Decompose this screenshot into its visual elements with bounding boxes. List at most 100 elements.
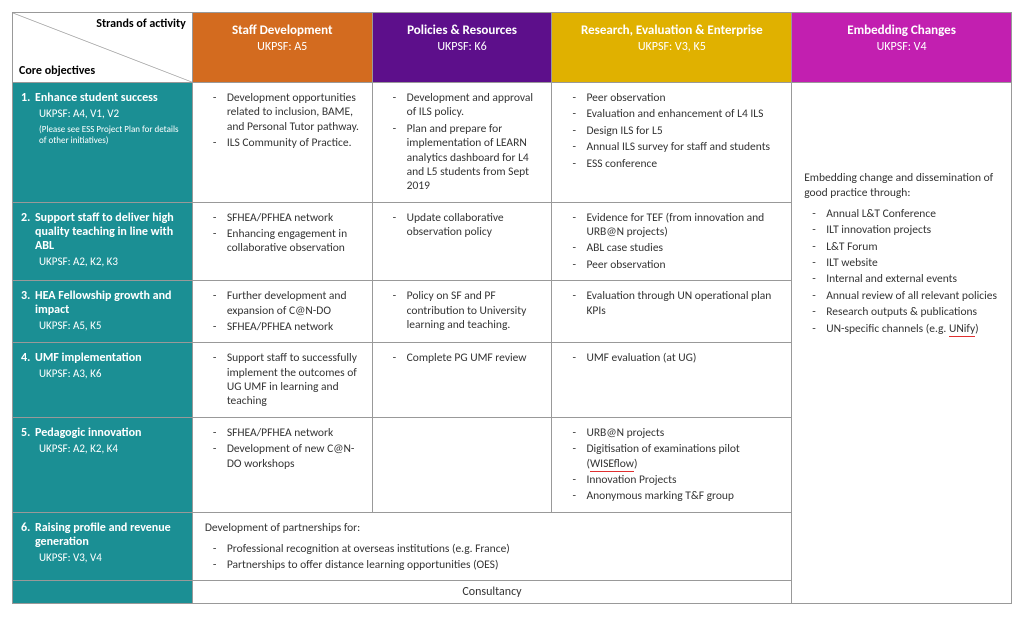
column-title: Staff Development: [232, 23, 333, 38]
list-item: SFHEA/PFHEA network: [217, 426, 364, 440]
list-item: Innovation Projects: [576, 473, 783, 487]
row-header-6: 6.Raising profile and revenue generation…: [13, 512, 193, 581]
row-header-1: 1.Enhance student success UKPSF: A4, V1, …: [13, 83, 193, 203]
list-item: ILS Community of Practice.: [217, 136, 364, 150]
policies-list: Complete PG UMF review: [381, 351, 544, 365]
staff-list: SFHEA/PFHEA network Enhancing engagement …: [201, 211, 364, 256]
row-title: Support staff to deliver high quality te…: [35, 211, 180, 253]
research-cell: UMF evaluation (at UG): [552, 343, 792, 418]
list-item: Anonymous marking T&F group: [576, 489, 783, 503]
list-item: ABL case studies: [576, 241, 783, 255]
strands-label: Strands of activity: [96, 17, 186, 31]
policies-cell: Complete PG UMF review: [372, 343, 552, 418]
research-list: Peer observation Evaluation and enhanceme…: [560, 91, 783, 171]
row-ukpsf: UKPSF: V3, V4: [39, 551, 184, 564]
list-item: SFHEA/PFHEA network: [217, 211, 364, 225]
list-item: Evaluation and enhancement of L4 ILS: [576, 107, 783, 121]
list-item: UN-specific channels (e.g. UNify): [816, 322, 1003, 336]
list-item: Professional recognition at overseas ins…: [217, 542, 783, 556]
list-item: L&T Forum: [816, 240, 1003, 254]
policies-cell: Development and approval of ILS policy.P…: [372, 83, 552, 203]
research-list: Evaluation through UN operational plan K…: [560, 289, 783, 318]
list-item: Research outputs & publications: [816, 305, 1003, 319]
row-note: (Please see ESS Project Plan for details…: [39, 124, 184, 146]
list-item: Design ILS for L5: [576, 124, 783, 138]
list-item: Digitisation of examinations pilot (WISE…: [576, 442, 783, 471]
research-cell: Evidence for TEF (from innovation and UR…: [552, 202, 792, 281]
row-number: 4.: [21, 351, 35, 365]
row-number: 1.: [21, 91, 35, 105]
row-title: HEA Fellowship growth and impact: [35, 289, 180, 317]
column-subtitle: UKPSF: K6: [379, 40, 546, 54]
column-title: Embedding Changes: [847, 23, 956, 38]
staff-dev-cell: Further development and expansion of C@N…: [192, 281, 372, 343]
list-item: Support staff to successfully implement …: [217, 351, 364, 409]
staff-list: SFHEA/PFHEA network Development of new C@…: [201, 426, 364, 471]
list-item: Peer observation: [576, 91, 783, 105]
column-title: Research, Evaluation & Enterprise: [581, 23, 763, 38]
embedding-cell: Embedding change and dissemination of go…: [792, 83, 1012, 604]
research-list: URB@N projects Digitisation of examinatio…: [560, 426, 783, 504]
row-ukpsf: UKPSF: A5, K5: [39, 319, 184, 332]
policies-cell: Policy on SF and PF contribution to Univ…: [372, 281, 552, 343]
list-item: Further development and expansion of C@N…: [217, 289, 364, 318]
policies-cell: Update collaborative observation policy: [372, 202, 552, 281]
list-item: Enhancing engagement in collaborative ob…: [217, 227, 364, 256]
staff-dev-cell: Support staff to successfully implement …: [192, 343, 372, 418]
list-item: URB@N projects: [576, 426, 783, 440]
staff-list: Development opportunities related to inc…: [201, 91, 364, 151]
embedding-list: Annual L&T ConferenceILT innovation proj…: [800, 207, 1003, 336]
column-subtitle: UKPSF: V4: [798, 40, 1005, 54]
row-number: 3.: [21, 289, 35, 303]
row-title: UMF implementation: [35, 351, 180, 365]
row-header-5: 5.Pedagogic innovation UKPSF: A2, K2, K4: [13, 417, 193, 512]
staff-list: Further development and expansion of C@N…: [201, 289, 364, 334]
core-objectives-label: Core objectives: [19, 64, 95, 78]
column-subtitle: UKPSF: A5: [199, 40, 366, 54]
column-subtitle: UKPSF: V3, K5: [558, 40, 785, 54]
list-item: ILT innovation projects: [816, 223, 1003, 237]
list-item: ESS conference: [576, 157, 783, 171]
redline-text: WISEflow: [590, 457, 634, 472]
consultancy-cell: Consultancy: [192, 581, 791, 604]
row-ukpsf: UKPSF: A3, K6: [39, 367, 184, 380]
row-title: Enhance student success: [35, 91, 180, 105]
partnerships-cell: Development of partnerships for:Professi…: [192, 512, 791, 581]
strategy-matrix-table: Strands of activity Core objectives Staf…: [12, 12, 1012, 604]
list-item: Annual ILS survey for staff and students: [576, 140, 783, 154]
consultancy-rowheader-empty: [13, 581, 193, 604]
row-header-3: 3.HEA Fellowship growth and impact UKPSF:…: [13, 281, 193, 343]
list-item: SFHEA/PFHEA network: [217, 320, 364, 334]
column-header-1: Policies & Resources UKPSF: K6: [372, 13, 552, 83]
row-ukpsf: UKPSF: A2, K2, K4: [39, 442, 184, 455]
research-list: Evidence for TEF (from innovation and UR…: [560, 211, 783, 273]
row-header-2: 2.Support staff to deliver high quality …: [13, 202, 193, 281]
research-list: UMF evaluation (at UG): [560, 351, 783, 365]
corner-header: Strands of activity Core objectives: [13, 13, 193, 83]
row-ukpsf: UKPSF: A4, V1, V2: [39, 107, 184, 120]
list-item: Complete PG UMF review: [397, 351, 544, 365]
list-item: Development and approval of ILS policy.: [397, 91, 544, 120]
row-title: Pedagogic innovation: [35, 426, 180, 440]
column-title: Policies & Resources: [407, 23, 517, 38]
list-item: Plan and prepare for implementation of L…: [397, 122, 544, 194]
staff-dev-cell: SFHEA/PFHEA network Development of new C@…: [192, 417, 372, 512]
list-item: ILT website: [816, 256, 1003, 270]
redline-text: UNify: [949, 322, 975, 337]
row-number: 5.: [21, 426, 35, 440]
research-cell: Evaluation through UN operational plan K…: [552, 281, 792, 343]
embedding-intro: Embedding change and dissemination of go…: [804, 171, 1003, 201]
list-item: Annual review of all relevant policies: [816, 289, 1003, 303]
policies-list: Development and approval of ILS policy.P…: [381, 91, 544, 194]
column-header-3: Embedding Changes UKPSF: V4: [792, 13, 1012, 83]
row-title: Raising profile and revenue generation: [35, 521, 180, 549]
policies-list: Update collaborative observation policy: [381, 211, 544, 240]
staff-list: Support staff to successfully implement …: [201, 351, 364, 409]
table-row: 1.Enhance student success UKPSF: A4, V1, …: [13, 83, 1012, 203]
list-item: Development of new C@N-DO workshops: [217, 442, 364, 471]
list-item: Partnerships to offer distance learning …: [217, 558, 783, 572]
list-item: Evidence for TEF (from innovation and UR…: [576, 211, 783, 240]
list-item: UMF evaluation (at UG): [576, 351, 783, 365]
staff-dev-cell: SFHEA/PFHEA network Enhancing engagement …: [192, 202, 372, 281]
list-item: Peer observation: [576, 258, 783, 272]
